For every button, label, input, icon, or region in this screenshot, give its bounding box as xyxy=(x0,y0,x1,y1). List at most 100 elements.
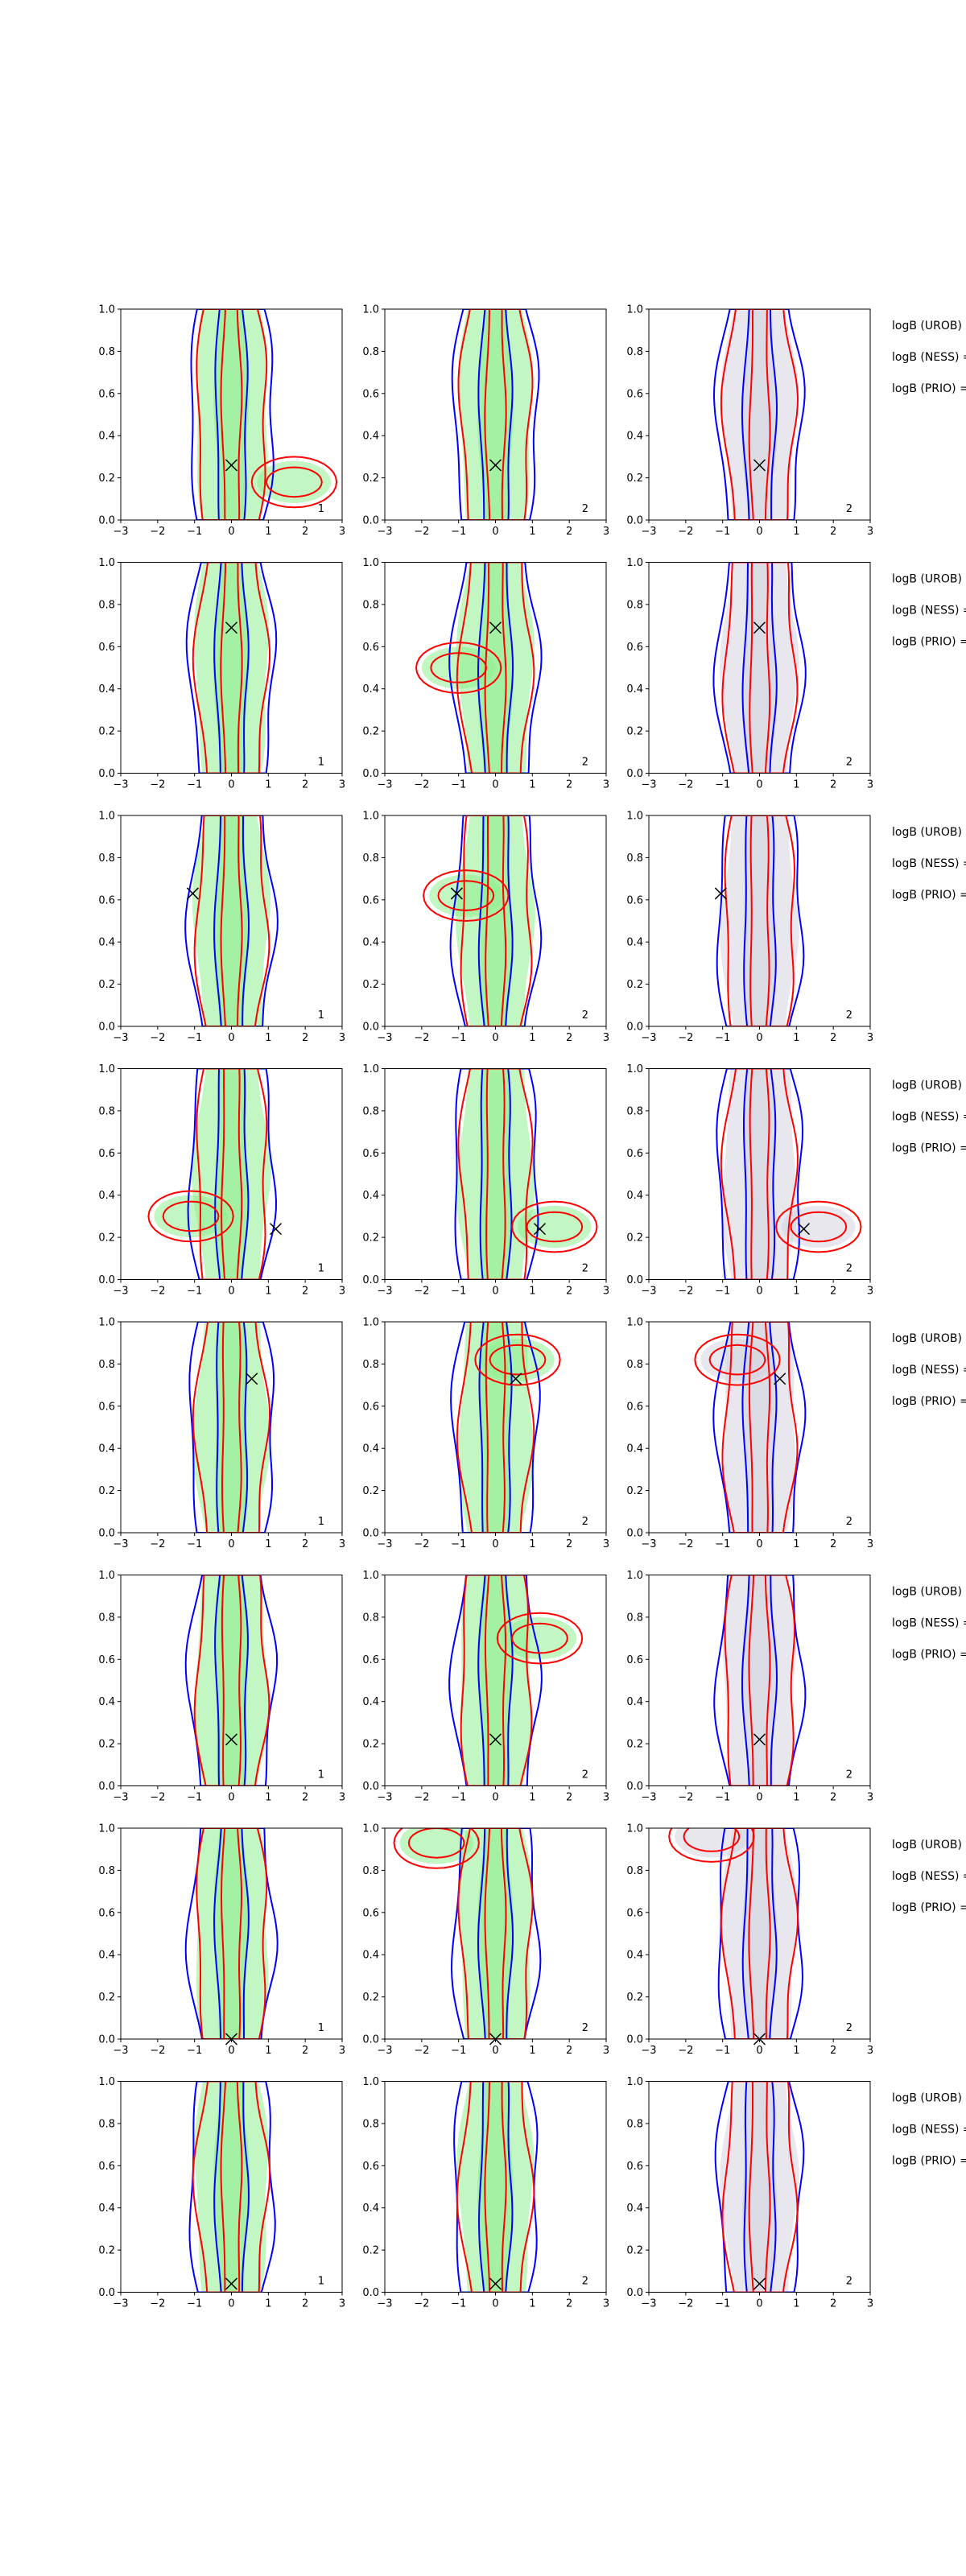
logb-label: logB (NESS) = xyxy=(892,351,966,364)
x-tick-label: 2 xyxy=(566,2045,572,2057)
x-tick-label: −1 xyxy=(451,1792,466,1804)
contour-red-outer xyxy=(196,1068,268,1280)
y-tick-label: 0.8 xyxy=(626,852,643,865)
panel-corner-label: 2 xyxy=(846,1263,852,1275)
y-tick-label: 0.4 xyxy=(362,1443,379,1455)
y-tick-label: 0.6 xyxy=(98,388,115,400)
y-tick-label: 0.2 xyxy=(362,726,379,738)
true-value-marker xyxy=(225,621,238,634)
x-tick-label: −2 xyxy=(414,2045,429,2057)
logb-label: logB (NESS) = xyxy=(892,1617,966,1630)
plot-area xyxy=(185,562,278,774)
subplot: −3 −2 −1 0 1 2 3 0.0 0.2 0.4 0.6 0.8 1.0 2 xyxy=(362,1317,609,1551)
x-tick-label: −1 xyxy=(187,526,202,538)
panel-corner-label: 1 xyxy=(318,1516,324,1528)
x-tick-label: −1 xyxy=(715,2045,730,2057)
plot-area xyxy=(188,2081,276,2293)
x-tick-label: 1 xyxy=(265,1286,271,1298)
x-tick-label: 1 xyxy=(529,1538,535,1550)
contour-red-lobe-inner xyxy=(430,652,488,683)
true-value-marker xyxy=(753,1733,766,1746)
x-tick-label: 1 xyxy=(265,526,271,538)
y-tick-label: 0.4 xyxy=(626,431,643,443)
y-tick-label: 0.8 xyxy=(98,1359,115,1371)
y-tick-label: 1.0 xyxy=(362,811,379,823)
x-tick-label: 3 xyxy=(603,2298,609,2310)
x-tick-label: 2 xyxy=(302,1538,308,1550)
x-tick-label: 0 xyxy=(492,1792,498,1804)
density-fill-lobe xyxy=(399,1828,473,1864)
x-tick-label: −3 xyxy=(641,2298,656,2310)
contour-red-inner xyxy=(220,2081,243,2293)
true-value-marker xyxy=(489,1733,502,1746)
x-tick-label: 1 xyxy=(265,1792,271,1804)
true-value-marker xyxy=(489,459,502,472)
y-tick-label: 0.0 xyxy=(98,768,115,780)
contour-red-outer xyxy=(460,815,533,1026)
x-tick-label: −2 xyxy=(414,2298,429,2310)
contour-blue-inner xyxy=(477,2081,514,2293)
y-tick-label: 1.0 xyxy=(362,557,379,569)
figure-row: −3 −2 −1 0 1 2 30.00.20.40.60.81.01−3 −2 −1 0 1 2 30… xyxy=(98,2076,966,2310)
y-tick-label: 1.0 xyxy=(362,1063,379,1075)
x-tick-label: −3 xyxy=(377,526,392,538)
contour-red-inner xyxy=(484,1828,507,2039)
plot-area xyxy=(184,1828,279,2039)
plot-area xyxy=(190,309,338,520)
contour-red-inner xyxy=(748,309,771,520)
y-tick-label: 0.4 xyxy=(98,1950,115,1962)
contour-red-outer xyxy=(193,815,270,1026)
contour-blue-inner xyxy=(216,1322,249,1533)
contour-blue-outer xyxy=(716,815,805,1026)
y-tick-label: 0.0 xyxy=(362,2287,379,2299)
x-tick-label: −3 xyxy=(113,526,128,538)
contour-red-outer xyxy=(456,1322,535,1533)
x-tick-label: 2 xyxy=(566,1792,572,1804)
x-tick-label: 1 xyxy=(529,1032,535,1044)
contour-red-outer xyxy=(724,1575,796,1786)
contour-red-outer xyxy=(196,1828,268,2039)
y-tick-label: 0.4 xyxy=(98,1190,115,1202)
x-tick-label: 2 xyxy=(566,779,572,791)
panel-corner-label: 1 xyxy=(318,2022,324,2034)
panel-corner-label: 2 xyxy=(582,2022,588,2034)
y-tick-label: 0.4 xyxy=(626,937,643,949)
contour-red-inner xyxy=(749,562,771,774)
contour-blue-outer xyxy=(187,1068,278,1280)
subplot: −3 −2 −1 0 1 2 30.00.20.40.60.81.01 xyxy=(98,1823,345,2058)
x-tick-label: 2 xyxy=(830,1286,836,1298)
y-tick-label: 0.6 xyxy=(362,388,379,400)
contour-blue-outer xyxy=(712,309,806,520)
contour-blue-inner xyxy=(213,1828,250,2039)
x-tick-label: −3 xyxy=(641,526,656,538)
x-tick-label: −3 xyxy=(113,2298,128,2310)
x-tick-label: −2 xyxy=(414,526,429,538)
x-tick-label: 2 xyxy=(830,1792,836,1804)
subplot: −3 −2 −1 0 1 2 3 0.0 0.2 0.4 0.6 0.8 1.0 2 xyxy=(362,557,609,791)
true-value-marker xyxy=(225,2277,238,2290)
y-tick-label: 0.8 xyxy=(626,1865,643,1877)
contour-blue-outer xyxy=(453,2081,539,2293)
y-tick-label: 0.6 xyxy=(98,2161,115,2173)
plot-area xyxy=(694,1322,807,1533)
x-tick-label: −3 xyxy=(113,2045,128,2057)
y-tick-label: 0.0 xyxy=(98,2034,115,2046)
x-tick-label: 2 xyxy=(302,1286,308,1298)
contour-red-inner xyxy=(749,1068,770,1280)
x-tick-label: 3 xyxy=(867,1032,873,1044)
contour-red-lobe-inner xyxy=(437,880,495,911)
y-tick-label: 0.8 xyxy=(362,852,379,865)
x-tick-label: 3 xyxy=(339,526,345,538)
x-tick-label: −2 xyxy=(414,779,429,791)
x-tick-label: −1 xyxy=(187,1032,202,1044)
y-tick-label: 0.6 xyxy=(626,894,643,906)
x-tick-label: 2 xyxy=(566,1286,572,1298)
density-fill-inner xyxy=(214,1575,249,1786)
contour-red-lobe xyxy=(694,1333,781,1386)
x-tick-label: −1 xyxy=(187,2045,202,2057)
y-tick-label: 0.2 xyxy=(98,979,115,991)
contour-red-inner xyxy=(485,1068,506,1280)
x-tick-label: 0 xyxy=(228,526,234,538)
contour-red-inner xyxy=(485,1322,506,1533)
logb-label: logB (PRIO) = xyxy=(892,636,966,649)
